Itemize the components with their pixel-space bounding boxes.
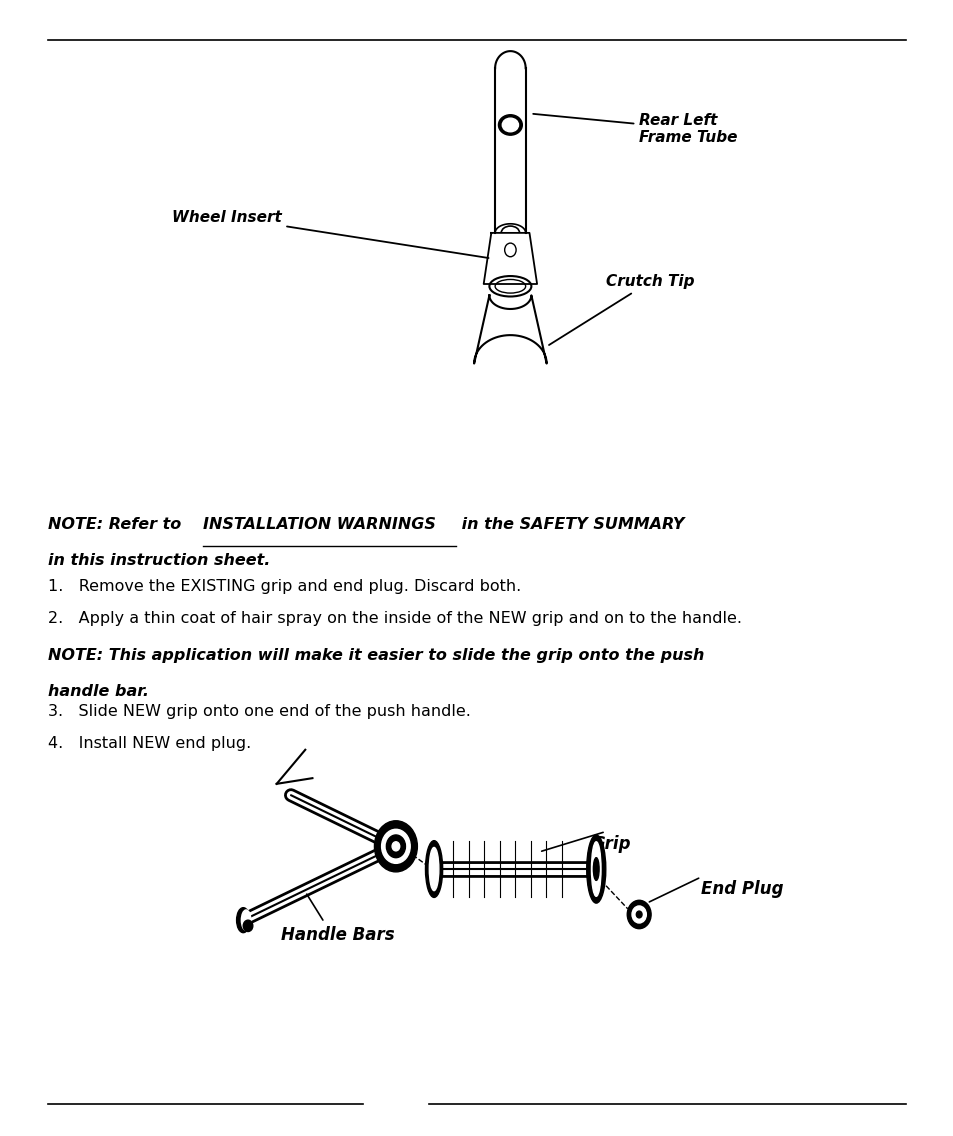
Text: Wheel Insert: Wheel Insert	[172, 209, 488, 258]
Text: NOTE: Refer to: NOTE: Refer to	[48, 517, 187, 532]
Ellipse shape	[243, 920, 253, 932]
Ellipse shape	[586, 835, 605, 903]
Polygon shape	[483, 233, 537, 284]
Ellipse shape	[429, 847, 438, 891]
Ellipse shape	[374, 820, 417, 872]
Text: End Plug: End Plug	[700, 880, 782, 899]
Ellipse shape	[636, 911, 641, 918]
Ellipse shape	[425, 841, 442, 897]
Text: Crutch Tip: Crutch Tip	[548, 274, 694, 345]
Text: Handle Bars: Handle Bars	[281, 926, 395, 944]
Text: Grip: Grip	[591, 835, 630, 853]
Ellipse shape	[392, 842, 399, 851]
Ellipse shape	[241, 910, 251, 930]
Ellipse shape	[236, 908, 250, 933]
Ellipse shape	[591, 842, 600, 896]
Ellipse shape	[386, 835, 405, 858]
Ellipse shape	[631, 907, 646, 922]
Ellipse shape	[497, 115, 522, 135]
Ellipse shape	[381, 829, 410, 863]
Text: in this instruction sheet.: in this instruction sheet.	[48, 553, 270, 568]
Text: 1.   Remove the EXISTING grip and end plug. Discard both.: 1. Remove the EXISTING grip and end plug…	[48, 579, 520, 594]
Text: handle bar.: handle bar.	[48, 684, 149, 699]
Polygon shape	[474, 295, 546, 364]
Text: 3.   Slide NEW grip onto one end of the push handle.: 3. Slide NEW grip onto one end of the pu…	[48, 704, 470, 719]
Text: Rear Left
Frame Tube: Rear Left Frame Tube	[533, 112, 737, 145]
Text: in the SAFETY SUMMARY: in the SAFETY SUMMARY	[456, 517, 684, 532]
Ellipse shape	[502, 118, 518, 132]
Ellipse shape	[627, 900, 650, 929]
Ellipse shape	[593, 858, 598, 880]
Text: 2.   Apply a thin coat of hair spray on the inside of the NEW grip and on to the: 2. Apply a thin coat of hair spray on th…	[48, 611, 740, 626]
Text: NOTE: This application will make it easier to slide the grip onto the push: NOTE: This application will make it easi…	[48, 648, 703, 662]
Text: 4.   Install NEW end plug.: 4. Install NEW end plug.	[48, 736, 251, 751]
Text: INSTALLATION WARNINGS: INSTALLATION WARNINGS	[203, 517, 436, 532]
